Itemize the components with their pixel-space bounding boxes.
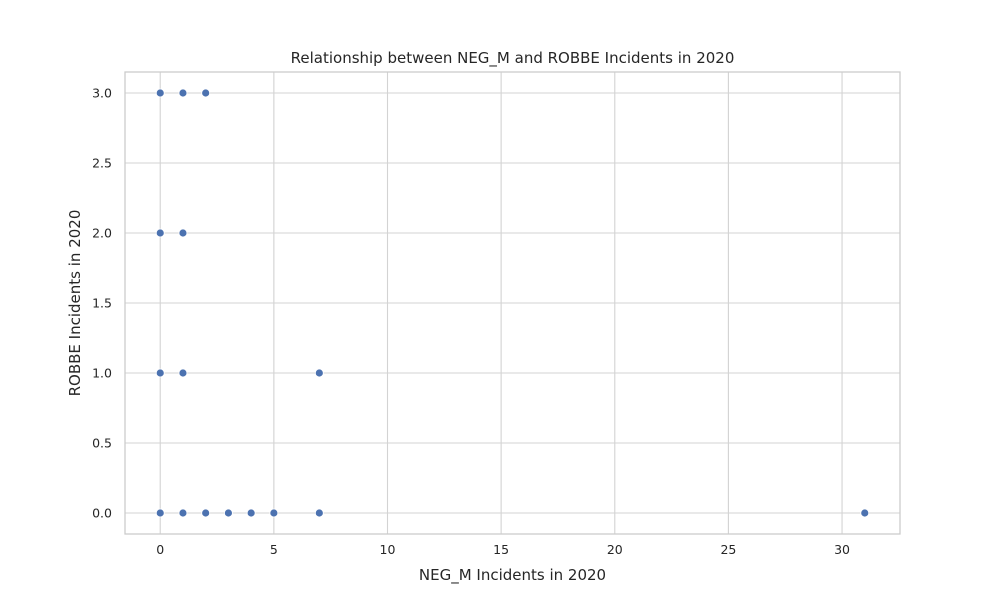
data-point bbox=[178, 368, 188, 378]
y-tick-label: 2.5 bbox=[92, 156, 112, 171]
grid bbox=[125, 72, 900, 534]
x-axis-title: NEG_M Incidents in 2020 bbox=[419, 566, 606, 585]
x-tick-label: 25 bbox=[720, 542, 736, 557]
data-point bbox=[201, 508, 211, 518]
data-point bbox=[224, 508, 233, 518]
data-point bbox=[860, 508, 870, 518]
data-point bbox=[314, 508, 324, 518]
data-point bbox=[178, 88, 188, 98]
data-point bbox=[314, 368, 324, 378]
chart-title: Relationship between NEG_M and ROBBE Inc… bbox=[291, 49, 735, 68]
x-tick-label: 15 bbox=[493, 542, 509, 557]
data-point bbox=[246, 508, 256, 518]
y-tick-label: 2.0 bbox=[92, 226, 112, 241]
data-point bbox=[269, 508, 279, 518]
data-point bbox=[155, 508, 165, 518]
x-axis-ticks: 0 5 10 15 20 25 30 bbox=[156, 542, 850, 557]
x-tick-label: 5 bbox=[270, 542, 278, 557]
y-tick-label: 1.0 bbox=[92, 366, 112, 381]
plot-area-frame bbox=[124, 71, 901, 535]
data-point bbox=[155, 228, 165, 238]
data-point bbox=[155, 88, 165, 98]
y-tick-label: 0.5 bbox=[92, 436, 112, 451]
data-point bbox=[178, 228, 188, 238]
x-tick-label: 10 bbox=[380, 542, 396, 557]
x-tick-label: 0 bbox=[156, 542, 164, 557]
y-axis-title: ROBBE Incidents in 2020 bbox=[66, 210, 84, 397]
y-tick-label: 1.5 bbox=[92, 296, 112, 311]
data-point bbox=[201, 88, 211, 98]
x-tick-label: 30 bbox=[834, 542, 850, 557]
y-tick-label: 3.0 bbox=[92, 86, 112, 101]
data-point bbox=[178, 508, 188, 518]
y-axis-ticks: 0.0 0.5 1.0 1.5 2.0 2.5 3.0 bbox=[92, 86, 112, 521]
x-tick-label: 20 bbox=[607, 542, 623, 557]
data-point bbox=[155, 368, 165, 378]
data-points bbox=[155, 88, 870, 518]
y-tick-label: 0.0 bbox=[92, 506, 112, 521]
